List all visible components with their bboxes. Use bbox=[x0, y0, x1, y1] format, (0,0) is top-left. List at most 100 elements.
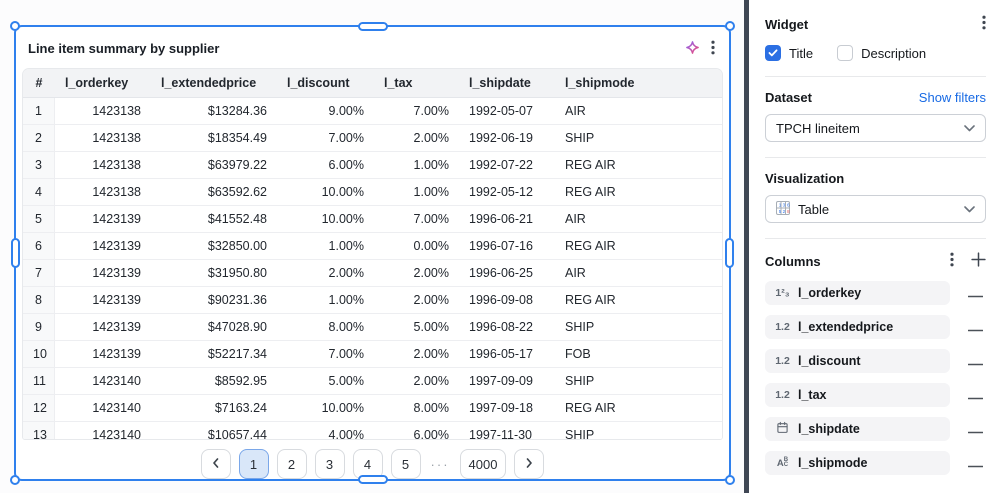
cell-l_orderkey: 1423139 bbox=[55, 287, 151, 315]
page-button-2[interactable]: 2 bbox=[276, 449, 307, 479]
sparkle-icon bbox=[685, 40, 700, 58]
cell-l_extendedprice: $8592.95 bbox=[151, 368, 277, 396]
column-label: l_tax bbox=[798, 388, 827, 402]
column-pill-l_discount[interactable]: 1.2 l_discount bbox=[765, 349, 950, 373]
columns-section-header: Columns bbox=[765, 252, 986, 270]
decimal-12-icon: 1.2 bbox=[775, 320, 790, 333]
cell-l_discount: 9.00% bbox=[277, 98, 374, 126]
cell-l_shipmode: AIR bbox=[555, 206, 722, 234]
resize-handle-right[interactable] bbox=[725, 238, 734, 268]
description-checkbox-group[interactable]: Description bbox=[837, 45, 926, 61]
dataset-select[interactable]: TPCH lineitem bbox=[765, 114, 986, 142]
add-column-button[interactable] bbox=[971, 252, 986, 270]
resize-handle-bottom-right[interactable] bbox=[725, 475, 735, 485]
widget-header: Line item summary by supplier bbox=[22, 37, 723, 60]
cell-l_discount: 4.00% bbox=[277, 422, 374, 440]
widget-menu-button[interactable] bbox=[711, 40, 715, 58]
table-row: 10 1423139 $52217.34 7.00% 2.00% 1996-05-17 FO… bbox=[23, 341, 722, 369]
page-button-3[interactable]: 3 bbox=[314, 449, 345, 479]
cell-l_shipmode: AIR bbox=[555, 98, 722, 126]
prev-page-button[interactable] bbox=[200, 449, 231, 479]
chevron-down-icon bbox=[964, 124, 975, 132]
visualization-select[interactable]: 1 3 6 5 2 8 Table bbox=[765, 195, 986, 223]
cell-l_discount: 1.00% bbox=[277, 233, 374, 261]
title-checkbox[interactable] bbox=[765, 45, 781, 61]
column-header-l_shipdate[interactable]: l_shipdate bbox=[459, 69, 555, 99]
cell-l_shipmode: AIR bbox=[555, 260, 722, 288]
table-widget[interactable]: Line item summary by supplier bbox=[10, 21, 735, 485]
remove-column-button[interactable] bbox=[964, 286, 986, 301]
remove-column-button[interactable] bbox=[964, 388, 986, 403]
cell-l_shipdate: 1996-06-21 bbox=[459, 206, 555, 234]
column-header-l_orderkey[interactable]: l_orderkey bbox=[55, 69, 151, 99]
cell-l_shipdate: 1996-08-22 bbox=[459, 314, 555, 342]
cell-l_tax: 1.00% bbox=[374, 179, 459, 207]
next-page-button[interactable] bbox=[514, 449, 545, 479]
resize-handle-top-left[interactable] bbox=[10, 21, 20, 31]
column-pill-l_shipdate[interactable]: l_shipdate bbox=[765, 417, 950, 441]
show-filters-link[interactable]: Show filters bbox=[918, 90, 986, 105]
divider bbox=[765, 157, 986, 158]
cell-l_shipdate: 1997-11-30 bbox=[459, 422, 555, 440]
panel-divider[interactable] bbox=[744, 0, 749, 493]
columns-menu-button[interactable] bbox=[950, 252, 954, 270]
widget-section-header: Widget bbox=[765, 15, 986, 33]
check-icon bbox=[768, 44, 778, 62]
widget-section-menu-button[interactable] bbox=[982, 15, 986, 33]
cell-l_extendedprice: $63592.62 bbox=[151, 179, 277, 207]
cell-l_tax: 2.00% bbox=[374, 341, 459, 369]
ai-assist-button[interactable] bbox=[685, 40, 700, 58]
svg-text:2: 2 bbox=[783, 209, 786, 214]
cell-l_shipmode: SHIP bbox=[555, 125, 722, 153]
cell-l_extendedprice: $90231.36 bbox=[151, 287, 277, 315]
cell-l_extendedprice: $7163.24 bbox=[151, 395, 277, 423]
cell-l_discount: 10.00% bbox=[277, 395, 374, 423]
dashboard-canvas[interactable]: Line item summary by supplier bbox=[0, 0, 744, 493]
resize-handle-left[interactable] bbox=[11, 238, 20, 268]
row-number-header[interactable]: # bbox=[23, 69, 55, 99]
table-row: 1 1423138 $13284.36 9.00% 7.00% 1992-05-07 AIR bbox=[23, 98, 722, 126]
cell-l_tax: 2.00% bbox=[374, 125, 459, 153]
widget-options: Title Description bbox=[765, 45, 986, 61]
column-label: l_discount bbox=[798, 354, 861, 368]
cell-l_shipdate: 1996-07-16 bbox=[459, 233, 555, 261]
remove-column-button[interactable] bbox=[964, 456, 986, 471]
resize-handle-top-right[interactable] bbox=[725, 21, 735, 31]
description-checkbox[interactable] bbox=[837, 45, 854, 61]
number-123-icon: 1²₃ bbox=[775, 286, 790, 299]
column-pill-l_extendedprice[interactable]: 1.2 l_extendedprice bbox=[765, 315, 950, 339]
resize-handle-bottom-left[interactable] bbox=[10, 475, 20, 485]
table-row: 5 1423139 $41552.48 10.00% 7.00% 1996-06-21 AI… bbox=[23, 206, 722, 234]
remove-column-button[interactable] bbox=[964, 320, 986, 335]
column-pill-l_orderkey[interactable]: 1²₃ l_orderkey bbox=[765, 281, 950, 305]
column-header-l_discount[interactable]: l_discount bbox=[277, 69, 374, 99]
row-number-cell: 2 bbox=[23, 125, 55, 153]
page-button-4000[interactable]: 4000 bbox=[459, 449, 507, 479]
title-checkbox-group[interactable]: Title bbox=[765, 45, 813, 61]
title-checkbox-label: Title bbox=[789, 45, 814, 61]
page-button-5[interactable]: 5 bbox=[390, 449, 421, 479]
cell-l_discount: 8.00% bbox=[277, 314, 374, 342]
column-header-l_tax[interactable]: l_tax bbox=[374, 69, 459, 99]
cell-l_shipmode: SHIP bbox=[555, 368, 722, 396]
cell-l_shipmode: REG AIR bbox=[555, 152, 722, 180]
resize-handle-top[interactable] bbox=[357, 22, 388, 31]
page-button-1[interactable]: 1 bbox=[238, 449, 269, 479]
cell-l_tax: 6.00% bbox=[374, 422, 459, 440]
cell-l_orderkey: 1423139 bbox=[55, 314, 151, 342]
column-header-l_shipmode[interactable]: l_shipmode bbox=[555, 69, 722, 99]
resize-handle-bottom[interactable] bbox=[357, 475, 388, 484]
cell-l_discount: 7.00% bbox=[277, 125, 374, 153]
column-pill-l_tax[interactable]: 1.2 l_tax bbox=[765, 383, 950, 407]
table-row: 6 1423139 $32850.00 1.00% 0.00% 1996-07-16 REG… bbox=[23, 233, 722, 261]
columns-list: 1²₃ l_orderkey 1.2 l_extendedprice 1.2 l… bbox=[765, 281, 986, 475]
cell-l_orderkey: 1423138 bbox=[55, 98, 151, 126]
column-header-l_extendedprice[interactable]: l_extendedprice bbox=[151, 69, 277, 99]
remove-column-button[interactable] bbox=[964, 422, 986, 437]
cell-l_discount: 10.00% bbox=[277, 179, 374, 207]
table-header-row: # l_orderkey l_extendedprice l_discount l_ta… bbox=[23, 69, 722, 99]
row-number-cell: 13 bbox=[23, 422, 55, 440]
cell-l_tax: 2.00% bbox=[374, 260, 459, 288]
remove-column-button[interactable] bbox=[964, 354, 986, 369]
